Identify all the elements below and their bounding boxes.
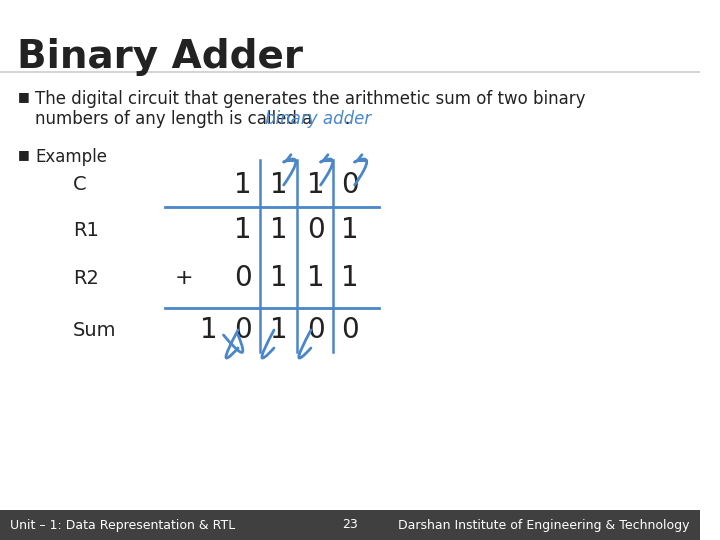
Text: numbers of any length is called a: numbers of any length is called a	[35, 110, 318, 128]
Text: 1: 1	[307, 264, 325, 292]
Text: R2: R2	[73, 268, 99, 287]
Text: 1: 1	[234, 216, 252, 244]
Bar	[0, 510, 700, 540]
Text: .: .	[344, 110, 349, 128]
Text: 0: 0	[307, 316, 325, 344]
Text: ■: ■	[17, 148, 30, 161]
Text: 23: 23	[342, 518, 358, 531]
Text: 0: 0	[234, 316, 252, 344]
Text: Example: Example	[35, 148, 107, 166]
Text: 1: 1	[270, 316, 288, 344]
Text: 1: 1	[270, 264, 288, 292]
Text: Darshan Institute of Engineering & Technology: Darshan Institute of Engineering & Techn…	[398, 518, 690, 531]
Text: Binary Adder: Binary Adder	[17, 38, 304, 76]
Text: 0: 0	[341, 171, 359, 199]
Text: 1: 1	[270, 171, 288, 199]
Text: 1: 1	[341, 264, 359, 292]
Text: 0: 0	[307, 216, 325, 244]
Text: C: C	[73, 176, 86, 194]
Text: 1: 1	[200, 316, 217, 344]
Text: 1: 1	[307, 171, 325, 199]
Text: 0: 0	[341, 316, 359, 344]
Text: Unit – 1: Data Representation & RTL: Unit – 1: Data Representation & RTL	[9, 518, 235, 531]
Text: 1: 1	[270, 216, 288, 244]
Text: Sum: Sum	[73, 321, 117, 340]
Text: binary adder: binary adder	[265, 110, 372, 128]
Text: +: +	[175, 268, 194, 288]
Text: The digital circuit that generates the arithmetic sum of two binary: The digital circuit that generates the a…	[35, 90, 585, 108]
Text: 1: 1	[341, 216, 359, 244]
Text: 0: 0	[234, 264, 252, 292]
Text: R1: R1	[73, 220, 99, 240]
Text: ■: ■	[17, 90, 30, 103]
Text: 1: 1	[234, 171, 252, 199]
